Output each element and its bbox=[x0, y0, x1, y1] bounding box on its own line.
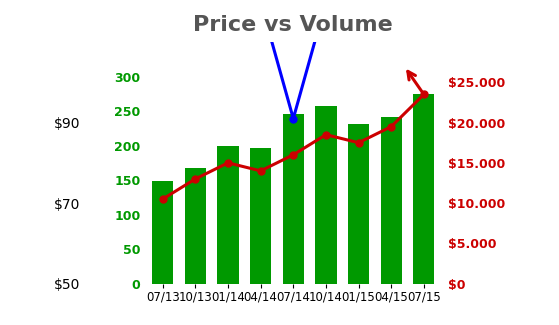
Bar bbox=[348, 124, 369, 283]
Bar bbox=[283, 114, 304, 283]
Bar bbox=[217, 146, 239, 283]
Bar bbox=[152, 181, 173, 283]
Bar bbox=[315, 106, 337, 283]
Title: Price vs Volume: Price vs Volume bbox=[193, 15, 393, 35]
Bar bbox=[381, 117, 402, 283]
Bar bbox=[250, 148, 271, 283]
Bar bbox=[185, 168, 206, 283]
Bar bbox=[413, 94, 434, 283]
